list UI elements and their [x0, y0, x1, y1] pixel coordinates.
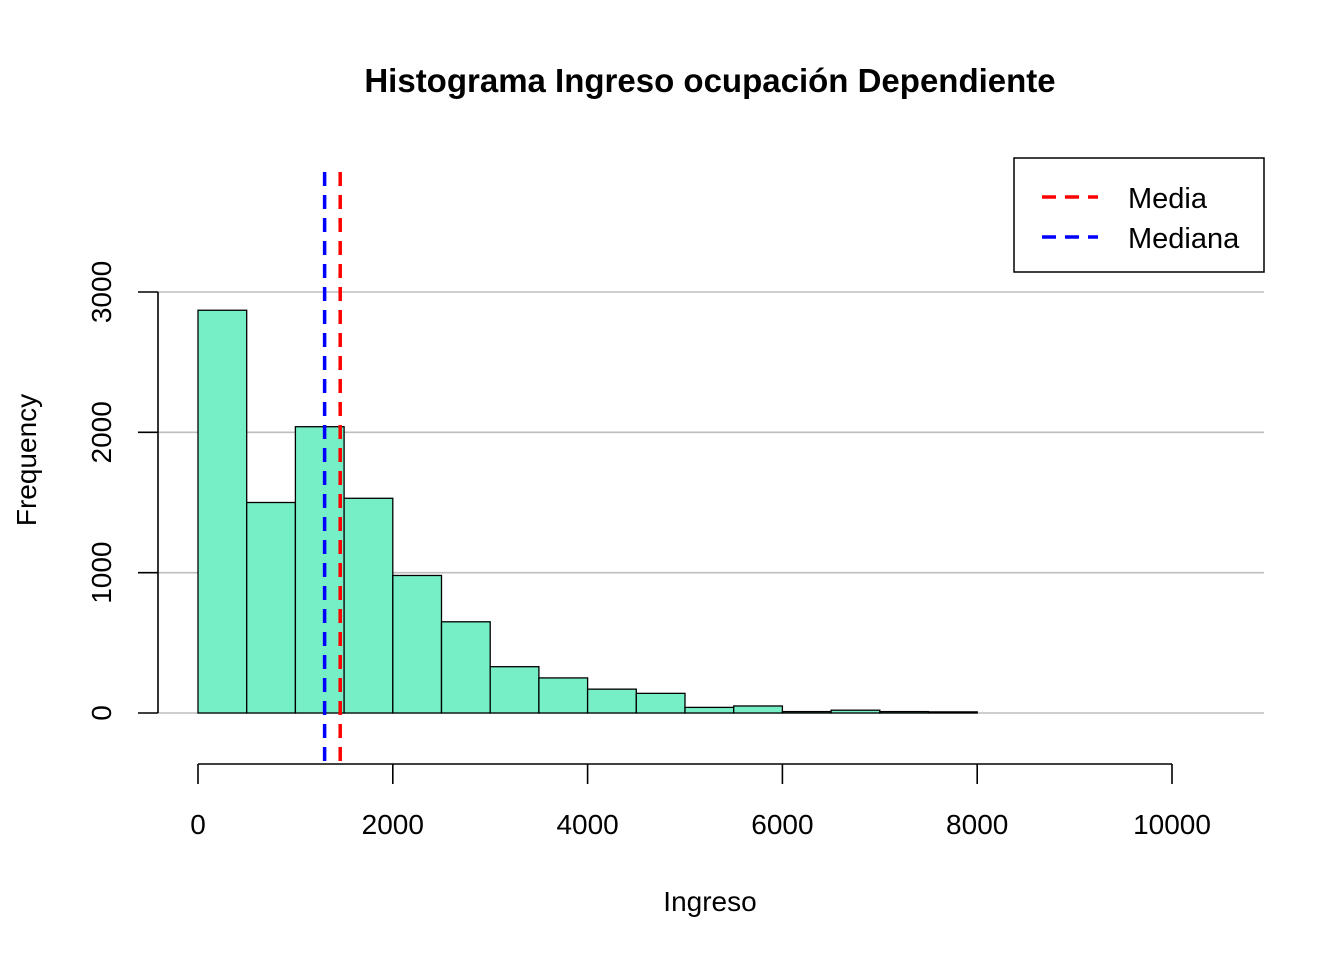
y-tick-label: 0	[86, 705, 117, 721]
histogram-bar	[684, 706, 735, 714]
x-axis: 0 2000 4000 6000 8000 10000	[190, 763, 1211, 840]
histogram-bar	[440, 621, 491, 714]
histogram-bar	[294, 426, 345, 714]
histogram-bar	[392, 574, 443, 714]
legend-box	[1013, 157, 1265, 273]
reference-lines	[322, 172, 342, 764]
chart-title: Histograma Ingreso ocupación Dependiente	[364, 62, 1055, 99]
histogram-bar	[781, 710, 832, 714]
histogram-bar	[489, 666, 540, 714]
y-tick-label: 3000	[86, 261, 117, 323]
histogram-bar	[197, 309, 248, 714]
histogram-bar	[246, 501, 297, 714]
y-axis-title: Frequency	[11, 394, 42, 526]
histogram-bar	[733, 705, 784, 714]
legend-label-mediana: Mediana	[1128, 223, 1240, 255]
histogram-bar	[586, 688, 637, 714]
histogram-bar	[927, 711, 978, 714]
histogram-bars	[197, 309, 978, 714]
y-axis: 0 1000 2000 3000	[86, 261, 159, 721]
x-axis-title: Ingreso	[663, 886, 756, 917]
x-tick-label: 10000	[1133, 809, 1211, 840]
histogram-bar	[879, 710, 930, 714]
x-tick-label: 2000	[362, 809, 424, 840]
x-tick-label: 0	[190, 809, 206, 840]
legend-label-media: Media	[1128, 183, 1208, 215]
x-tick-label: 6000	[751, 809, 813, 840]
x-tick-label: 4000	[556, 809, 618, 840]
histogram-bar	[635, 692, 686, 714]
histogram-bar	[538, 677, 589, 714]
x-tick-label: 8000	[946, 809, 1008, 840]
y-tick-label: 2000	[86, 401, 117, 463]
legend: Media Mediana	[1013, 157, 1265, 273]
histogram-bar	[343, 497, 394, 714]
y-tick-label: 1000	[86, 542, 117, 604]
histogram-bar	[830, 709, 881, 714]
